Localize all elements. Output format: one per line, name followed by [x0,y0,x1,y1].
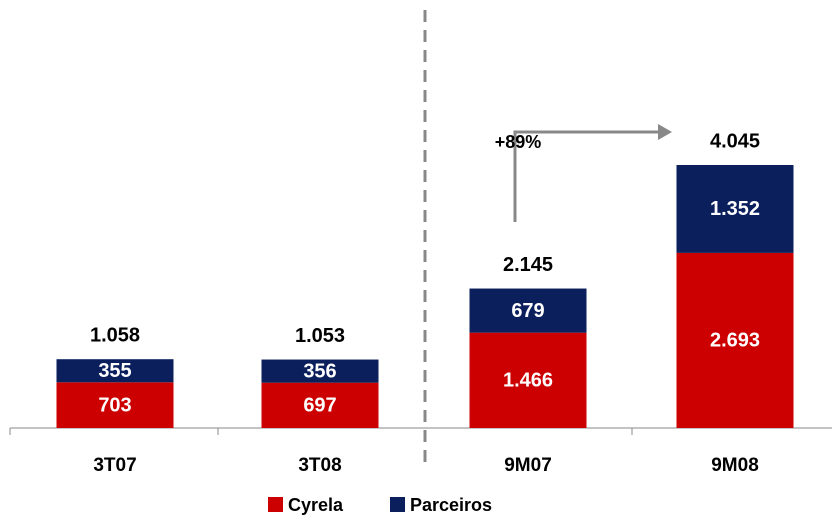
bar-segment [676,165,794,253]
bar-segment [56,382,174,428]
total-label: 1.053 [295,325,345,347]
bar-segment [261,382,379,428]
total-label: 2.145 [503,254,553,276]
value-label: 679 [511,300,544,322]
total-label: 1.058 [90,324,140,346]
x-tick-label: 3T08 [298,455,341,476]
legend-label: Cyrela [288,495,344,515]
bar-segment [676,252,794,428]
total-label: 4.045 [710,130,760,152]
value-label: 356 [303,360,336,382]
x-tick-label: 3T07 [93,455,136,476]
legend-label: Parceiros [410,495,492,515]
value-label: 703 [98,394,131,416]
x-tick-label: 9M07 [504,455,552,476]
legend-swatch [390,497,405,512]
bar-segment [469,332,587,428]
value-label: 1.466 [503,370,553,392]
value-label: 1.352 [710,198,760,220]
bar-segment [261,359,379,383]
axis-ticks [9,428,633,435]
value-label: 355 [98,360,131,382]
bar-segment [469,288,587,333]
x-tick-label: 9M08 [711,455,759,476]
value-label: 2.693 [710,330,760,352]
legend-swatch [268,497,283,512]
bar-segment [56,359,174,383]
value-label: 697 [303,395,336,417]
growth-arrow [513,130,662,222]
annotation: +89% [495,132,542,152]
arrow-head [658,124,672,140]
